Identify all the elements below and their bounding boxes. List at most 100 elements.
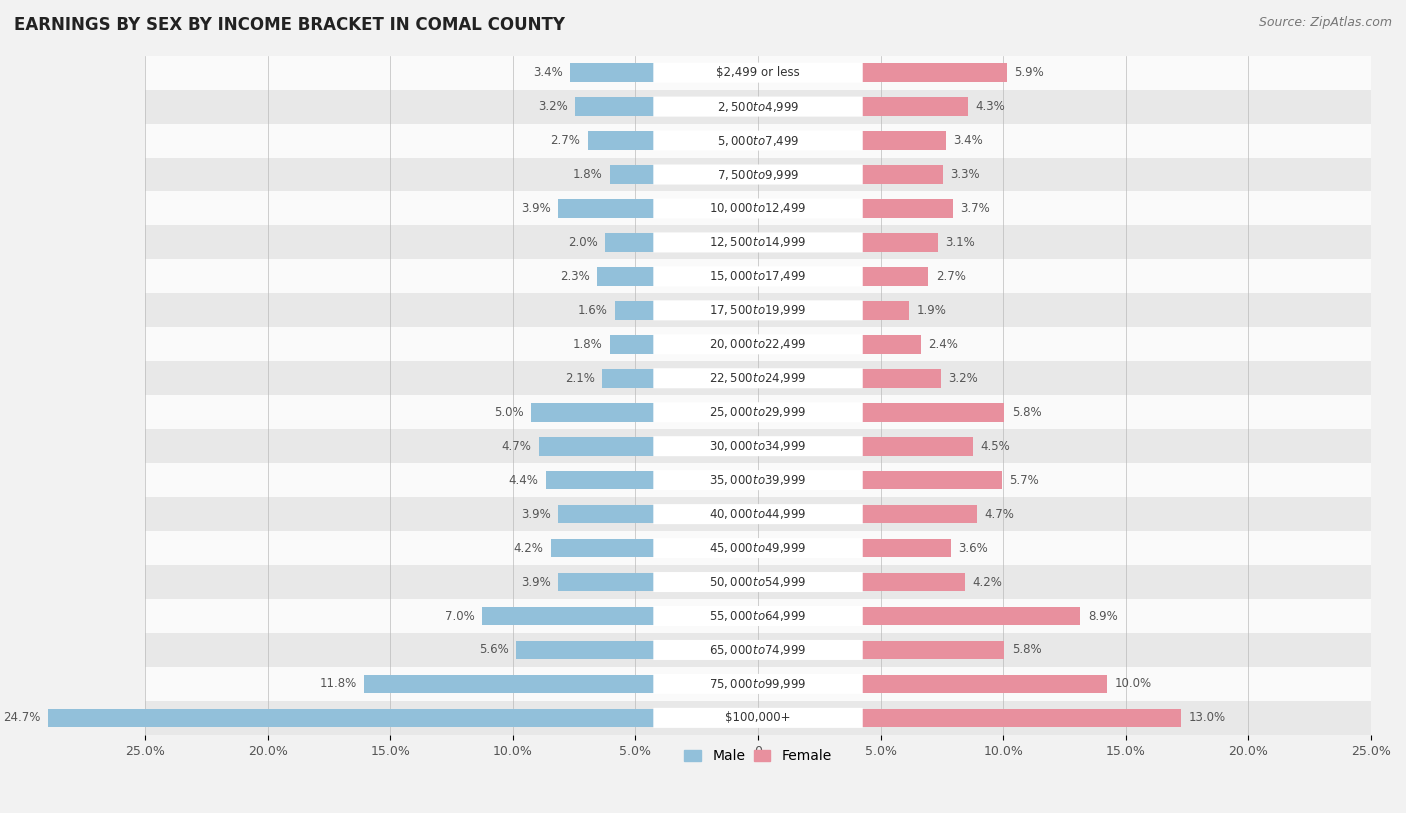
- Text: 2.7%: 2.7%: [550, 134, 581, 147]
- Text: 1.9%: 1.9%: [917, 304, 946, 317]
- Bar: [862, 199, 953, 218]
- Text: 1.8%: 1.8%: [572, 338, 602, 351]
- Bar: [598, 267, 654, 285]
- Bar: [862, 98, 967, 116]
- Text: 3.2%: 3.2%: [948, 372, 977, 385]
- Text: $10,000 to $12,499: $10,000 to $12,499: [709, 202, 807, 215]
- FancyBboxPatch shape: [654, 63, 863, 83]
- FancyBboxPatch shape: [654, 606, 863, 626]
- Bar: [614, 301, 654, 320]
- Text: $45,000 to $49,999: $45,000 to $49,999: [709, 541, 807, 555]
- Bar: [862, 369, 941, 388]
- Text: 4.5%: 4.5%: [980, 440, 1010, 453]
- Bar: [558, 572, 654, 591]
- Bar: [516, 641, 654, 659]
- Text: 8.9%: 8.9%: [1088, 610, 1118, 623]
- FancyBboxPatch shape: [654, 334, 863, 354]
- Text: $100,000+: $100,000+: [725, 711, 790, 724]
- Text: 3.9%: 3.9%: [522, 507, 551, 520]
- FancyBboxPatch shape: [654, 198, 863, 219]
- Bar: [862, 606, 1080, 625]
- Bar: [575, 98, 654, 116]
- Text: $5,000 to $7,499: $5,000 to $7,499: [717, 133, 799, 147]
- Bar: [610, 165, 654, 184]
- Bar: [145, 667, 1371, 701]
- Bar: [145, 89, 1371, 124]
- Bar: [531, 403, 654, 422]
- Text: $22,500 to $24,999: $22,500 to $24,999: [709, 372, 807, 385]
- Bar: [862, 471, 1002, 489]
- Text: 2.3%: 2.3%: [561, 270, 591, 283]
- Text: Source: ZipAtlas.com: Source: ZipAtlas.com: [1258, 16, 1392, 29]
- Text: 7.0%: 7.0%: [446, 610, 475, 623]
- Bar: [862, 131, 946, 150]
- Text: $50,000 to $54,999: $50,000 to $54,999: [709, 575, 807, 589]
- FancyBboxPatch shape: [654, 572, 863, 592]
- Text: $2,499 or less: $2,499 or less: [716, 66, 800, 79]
- Legend: Male, Female: Male, Female: [679, 744, 837, 768]
- Bar: [145, 497, 1371, 531]
- Text: $30,000 to $34,999: $30,000 to $34,999: [709, 439, 807, 453]
- Bar: [145, 395, 1371, 429]
- Bar: [364, 675, 654, 693]
- Text: 10.0%: 10.0%: [1115, 677, 1152, 690]
- FancyBboxPatch shape: [654, 233, 863, 253]
- Text: $65,000 to $74,999: $65,000 to $74,999: [709, 643, 807, 657]
- Text: $35,000 to $39,999: $35,000 to $39,999: [709, 473, 807, 487]
- Text: 4.2%: 4.2%: [973, 576, 1002, 589]
- FancyBboxPatch shape: [654, 131, 863, 150]
- Bar: [145, 361, 1371, 395]
- Text: 2.0%: 2.0%: [568, 236, 598, 249]
- FancyBboxPatch shape: [654, 470, 863, 490]
- Bar: [862, 539, 950, 558]
- Text: $75,000 to $99,999: $75,000 to $99,999: [709, 677, 807, 691]
- FancyBboxPatch shape: [654, 300, 863, 320]
- Text: $55,000 to $64,999: $55,000 to $64,999: [709, 609, 807, 623]
- Bar: [588, 131, 654, 150]
- Text: 5.0%: 5.0%: [495, 406, 524, 419]
- Bar: [558, 505, 654, 524]
- Bar: [145, 328, 1371, 361]
- Bar: [602, 369, 654, 388]
- FancyBboxPatch shape: [654, 504, 863, 524]
- Text: 24.7%: 24.7%: [3, 711, 41, 724]
- Bar: [862, 165, 943, 184]
- Bar: [145, 158, 1371, 192]
- FancyBboxPatch shape: [654, 674, 863, 694]
- Bar: [571, 63, 654, 82]
- Text: 5.9%: 5.9%: [1014, 66, 1045, 79]
- Bar: [145, 293, 1371, 328]
- Text: 3.3%: 3.3%: [950, 168, 980, 181]
- Text: $40,000 to $44,999: $40,000 to $44,999: [709, 507, 807, 521]
- FancyBboxPatch shape: [654, 538, 863, 558]
- FancyBboxPatch shape: [654, 267, 863, 286]
- Bar: [145, 701, 1371, 735]
- Bar: [145, 429, 1371, 463]
- Bar: [862, 641, 1004, 659]
- Bar: [145, 192, 1371, 225]
- Bar: [862, 301, 908, 320]
- Bar: [862, 675, 1108, 693]
- Text: 3.7%: 3.7%: [960, 202, 990, 215]
- Bar: [862, 572, 966, 591]
- Text: 2.4%: 2.4%: [928, 338, 959, 351]
- Bar: [862, 505, 977, 524]
- Text: 11.8%: 11.8%: [319, 677, 357, 690]
- Text: 5.6%: 5.6%: [479, 643, 509, 656]
- Text: 4.7%: 4.7%: [502, 440, 531, 453]
- Text: $12,500 to $14,999: $12,500 to $14,999: [709, 236, 807, 250]
- Bar: [605, 233, 654, 252]
- Text: $25,000 to $29,999: $25,000 to $29,999: [710, 405, 807, 420]
- FancyBboxPatch shape: [654, 97, 863, 116]
- FancyBboxPatch shape: [654, 708, 863, 728]
- Text: 4.3%: 4.3%: [974, 100, 1005, 113]
- Text: 3.4%: 3.4%: [953, 134, 983, 147]
- Text: $7,500 to $9,999: $7,500 to $9,999: [717, 167, 799, 181]
- FancyBboxPatch shape: [654, 368, 863, 389]
- Text: 5.8%: 5.8%: [1012, 406, 1042, 419]
- Bar: [145, 55, 1371, 89]
- Text: 4.2%: 4.2%: [513, 541, 544, 554]
- Text: 3.2%: 3.2%: [538, 100, 568, 113]
- Text: 13.0%: 13.0%: [1188, 711, 1226, 724]
- Text: $2,500 to $4,999: $2,500 to $4,999: [717, 99, 799, 114]
